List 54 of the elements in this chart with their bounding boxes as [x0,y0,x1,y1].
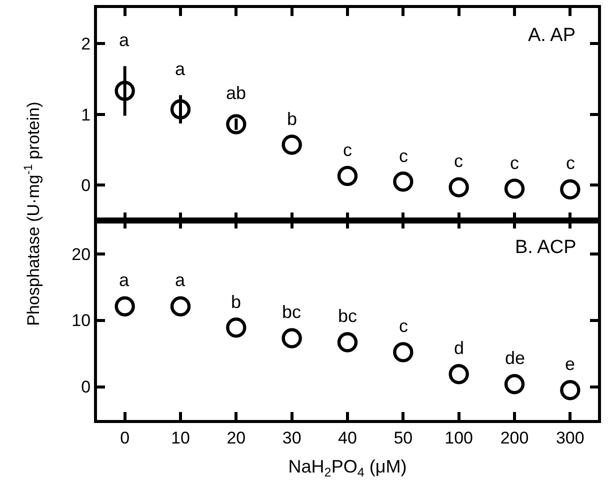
point [226,318,246,338]
annotation: de [505,348,526,368]
annotation: b [287,109,298,129]
point [114,80,135,101]
annotation: ab [226,83,246,103]
point [448,364,469,384]
annotation: c [399,146,408,166]
annotation: d [454,338,464,358]
x-axis-title: NaH$_{2}$PO$_{4}$ (μM) [288,456,407,480]
annotation: e [565,354,576,374]
annotation: c [454,151,463,171]
point [504,374,525,394]
annotation: a [119,30,130,50]
point [560,179,580,200]
y-tick-label: 10 [72,311,91,330]
point [337,166,358,186]
annotation: a [119,270,130,290]
text: A. AP [528,25,576,46]
x-tick-label: 40 [338,428,357,448]
point [504,178,525,199]
point [448,177,469,198]
point [337,332,358,352]
annotation: b [231,292,242,312]
annotation: c [566,153,575,173]
point [393,342,414,362]
x-tick-label: 30 [282,428,302,448]
point [560,380,580,400]
x-tick-label: 50 [394,428,413,448]
point [170,296,191,316]
text: B. ACP [515,237,576,258]
y-tick-label: 1 [81,105,91,124]
annotation: bc [338,306,358,326]
annotation: a [175,59,186,79]
annotation: bc [282,302,302,322]
x-tick-label: 200 [500,428,529,448]
annotation: a [175,270,186,290]
point [282,134,302,155]
y-tick-label: 0 [81,176,91,196]
y-tick-label: 2 [81,34,91,54]
point [114,296,135,316]
point [170,99,191,120]
point [226,114,246,134]
annotation: c [399,316,408,336]
x-tick-label: 10 [171,428,190,448]
x-tick-label: 300 [556,428,584,448]
point [282,328,302,348]
y-tick-label: 20 [72,244,91,264]
annotation: c [510,153,519,173]
x-tick-label: 20 [226,428,246,448]
x-tick-label: 100 [444,428,474,448]
y-tick-label: 0 [81,378,91,397]
annotation: c [343,140,352,160]
point [393,172,414,192]
x-tick-label: 0 [120,428,130,448]
